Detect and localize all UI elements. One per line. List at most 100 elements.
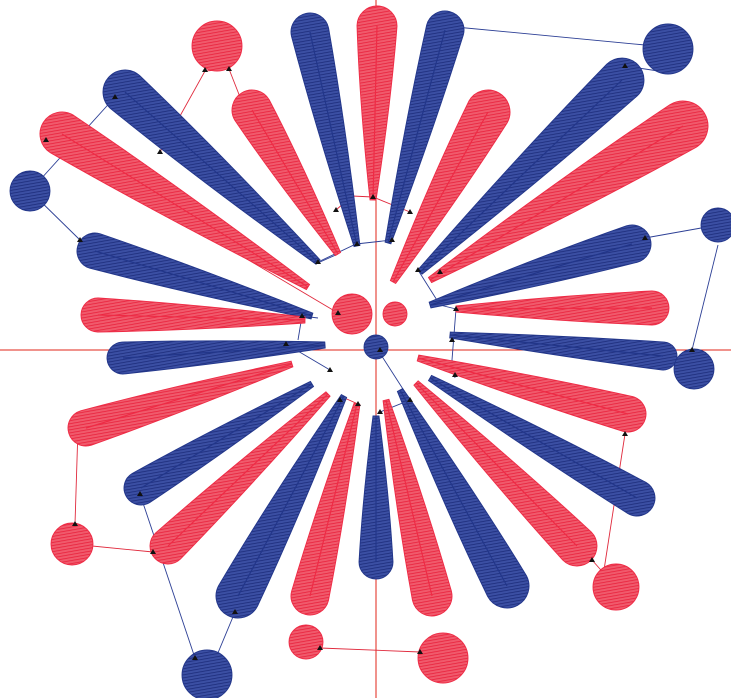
- stitch-marker-37: [335, 310, 341, 315]
- disc-blue-2: [642, 23, 694, 75]
- petal-red-3: [389, 89, 511, 285]
- petal-vein-red-20: [309, 403, 358, 597]
- petal-vein-blue-4: [419, 79, 623, 273]
- disc-blue-7: [363, 334, 389, 360]
- stitch-marker-17: [452, 372, 458, 377]
- stitch-marker-16: [449, 337, 455, 342]
- petal-vein-blue-11: [124, 91, 319, 263]
- stitch-marker-1: [226, 66, 232, 71]
- stitch-marker-26: [407, 397, 413, 402]
- stitch-marker-12: [389, 237, 395, 242]
- petal-vein-blue-15: [122, 344, 326, 359]
- petal-red-10: [231, 89, 342, 257]
- petal-vein-red-1: [372, 25, 378, 201]
- disc-red-1: [191, 20, 243, 72]
- circle-discs: [9, 20, 731, 698]
- petal-red-22: [382, 398, 453, 617]
- disc-red-6: [382, 301, 408, 327]
- petal-blue-15: [106, 340, 326, 375]
- stitch-marker-23: [337, 397, 343, 402]
- petal-red-12: [39, 111, 311, 291]
- petal-vein-red-26: [417, 357, 629, 415]
- stitch-marker-8: [370, 194, 376, 199]
- petal-vein-blue-19: [237, 395, 345, 597]
- stitch-marker-27: [72, 521, 78, 526]
- petal-vein-red-24: [415, 382, 578, 547]
- petal-vein-blue-23: [399, 389, 508, 587]
- petal-blue-23: [396, 387, 530, 609]
- petal-red-1: [356, 5, 398, 201]
- petal-vein-blue-9: [309, 31, 358, 247]
- petal-vein-red-12: [61, 133, 309, 288]
- petal-vein-blue-2: [387, 29, 446, 244]
- petal-vein-red-7: [455, 307, 653, 310]
- stitch-marker-14: [437, 269, 443, 274]
- stitch-marker-29: [137, 491, 143, 496]
- stitch-marker-20: [299, 313, 305, 318]
- stitch-marker-5: [43, 137, 49, 142]
- petal-vein-blue-17: [140, 383, 313, 489]
- petal-vein-blue-13: [94, 250, 313, 317]
- petal-blue-2: [384, 10, 465, 245]
- petal-blue-9: [290, 12, 361, 248]
- stitch-marker-35: [417, 649, 423, 654]
- petal-blue-13: [76, 232, 314, 320]
- petal-red-20: [290, 402, 361, 616]
- disc-red-10: [592, 563, 640, 611]
- petal-red-5: [427, 100, 709, 284]
- stitch-marker-24: [355, 401, 361, 406]
- stitch-marker-32: [589, 557, 595, 562]
- stitch-marker-4: [112, 94, 118, 99]
- petal-vein-red-18: [167, 393, 329, 547]
- stitch-marker-19: [689, 347, 695, 352]
- petal-vein-red-14: [97, 314, 306, 321]
- petal-vein-red-22: [385, 399, 433, 597]
- petal-vein-red-5: [429, 125, 684, 281]
- stitch-marker-18: [642, 235, 648, 240]
- jump-line-17: [139, 493, 196, 659]
- stitch-marker-25: [377, 409, 383, 414]
- stitch-start-markers: [43, 63, 695, 660]
- stitch-marker-31: [192, 655, 198, 660]
- stitch-marker-22: [327, 367, 333, 372]
- stitch-marker-6: [77, 237, 83, 242]
- stitch-marker-2: [202, 67, 208, 72]
- stitch-marker-34: [317, 645, 323, 650]
- jump-line-18: [214, 611, 236, 661]
- petal-vein-red-10: [251, 109, 339, 255]
- petal-blue-8: [449, 331, 678, 371]
- stitch-marker-38: [377, 347, 383, 352]
- petal-shapes: [39, 5, 709, 619]
- petal-red-14: [80, 297, 306, 333]
- stitch-marker-33: [622, 431, 628, 436]
- stitch-marker-10: [315, 259, 321, 264]
- disc-blue-8: [673, 348, 715, 390]
- stitch-marker-30: [232, 609, 238, 614]
- stitch-marker-15: [453, 306, 459, 311]
- disc-red-5: [331, 293, 373, 335]
- disc-red-12: [417, 632, 469, 684]
- stitch-marker-21: [283, 341, 289, 346]
- stitch-marker-13: [415, 267, 421, 272]
- petal-blue-6: [428, 224, 652, 309]
- petal-blue-19: [215, 394, 348, 619]
- stitch-marker-28: [150, 549, 156, 554]
- petal-red-26: [416, 354, 647, 433]
- disc-blue-4: [700, 207, 731, 243]
- disc-blue-3: [9, 170, 51, 212]
- jump-line-11: [444, 25, 646, 46]
- petal-red-16: [67, 360, 294, 447]
- stitch-marker-36: [622, 63, 628, 68]
- jump-line-2: [228, 68, 241, 98]
- disc-red-9: [50, 522, 94, 566]
- petal-vein-blue-25: [429, 377, 638, 499]
- stitch-marker-3: [157, 149, 163, 154]
- jump-line-16: [691, 244, 719, 351]
- petal-vein-red-16: [85, 363, 293, 429]
- petal-vein-red-3: [392, 111, 489, 283]
- petal-vein-blue-6: [429, 243, 633, 306]
- stitch-marker-9: [407, 209, 413, 214]
- disc-blue-13: [181, 649, 233, 698]
- stitch-marker-11: [354, 241, 360, 246]
